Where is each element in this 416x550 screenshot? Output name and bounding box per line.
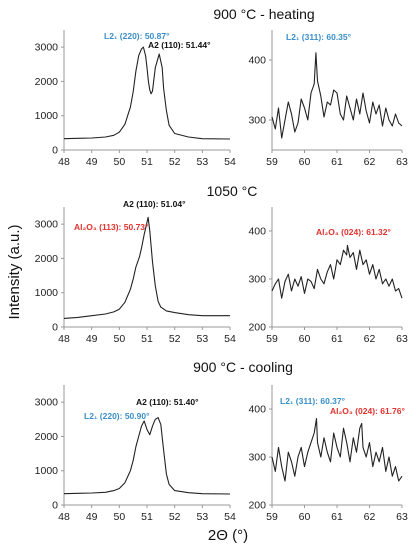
x-tick-label: 53	[196, 333, 208, 345]
x-tick-label: 52	[169, 156, 181, 168]
x-axis-label: 2Θ (°)	[208, 527, 248, 544]
x-tick-label: 61	[331, 156, 343, 168]
x-tick-label: 63	[396, 511, 408, 523]
x-tick-label: 59	[266, 333, 278, 345]
x-tick-label: 59	[266, 156, 278, 168]
peak-annotation: A2 (110): 51.04°	[123, 199, 186, 209]
y-tick-label: 400	[248, 226, 266, 238]
peak-annotation: L2₁ (311): 60.35°	[286, 32, 352, 42]
x-tick-label: 49	[86, 333, 98, 345]
series-line	[63, 216, 230, 319]
x-tick-label: 61	[331, 333, 343, 345]
x-tick-label: 49	[86, 156, 98, 168]
y-tick-label: 200	[248, 500, 266, 512]
peak-annotation: Al₂O₃ (024): 61.32°	[316, 227, 391, 237]
row-title-heating: 900 °C - heating	[213, 6, 314, 22]
row-title-1050: 1050 °C	[207, 183, 258, 199]
y-axis-label: Intensity (a.u.)	[6, 224, 23, 319]
x-tick-label: 49	[86, 511, 98, 523]
panel-cooling-right: 59 60 61 62 63 200 300 400 L2₁ (311): 60.37°Al₂O…	[248, 385, 408, 523]
panel-1050-right: 59 60 61 62 63 200 300 400 Al₂O₃ (024): 61.32°	[248, 207, 408, 345]
y-tick-label: 0	[52, 145, 58, 157]
panel-heating-left: 48 49 50 51 52 53 54 0 1000 2000 3000 L2₁ (220): 50…	[35, 30, 236, 168]
series-line	[271, 418, 403, 482]
peak-annotation: L2₁ (220): 50.87°	[104, 31, 170, 41]
x-tick-label: 54	[224, 511, 236, 523]
y-tick-label: 300	[248, 274, 266, 286]
peak-annotation: A2 (110): 51.40°	[136, 397, 199, 407]
row-title-cooling: 900 °C - cooling	[193, 359, 293, 375]
x-tick-label: 60	[299, 156, 311, 168]
x-tick-label: 60	[299, 511, 311, 523]
y-tick-label: 1000	[35, 287, 59, 299]
x-tick-label: 51	[141, 333, 153, 345]
peak-annotation: Al₂O₃ (113): 50.73°	[74, 222, 149, 232]
y-tick-label: 0	[52, 322, 58, 334]
peak-annotation: Al₂O₃ (024): 61.76°	[330, 406, 405, 416]
x-tick-label: 59	[266, 511, 278, 523]
x-tick-label: 53	[196, 156, 208, 168]
x-tick-label: 62	[364, 156, 376, 168]
y-tick-label: 3000	[35, 397, 59, 409]
x-tick-label: 50	[113, 156, 125, 168]
x-tick-label: 48	[58, 333, 70, 345]
y-tick-label: 300	[248, 115, 266, 127]
series-line	[63, 417, 231, 495]
y-tick-label: 3000	[35, 219, 59, 231]
series-line	[271, 52, 403, 139]
x-tick-label: 51	[141, 511, 153, 523]
series-line	[63, 46, 231, 140]
y-tick-label: 2000	[35, 253, 59, 265]
panel-heating-right: 59 60 61 62 63 300 400 L2₁ (311): 60.35°	[248, 30, 408, 168]
panel-1050-left: 48 49 50 51 52 53 54 0 1000 2000 3000 A2 (110): 51.…	[35, 199, 236, 345]
x-tick-label: 51	[141, 156, 153, 168]
peak-annotation: L2₁ (220): 50.90°	[84, 411, 150, 421]
y-tick-label: 300	[248, 452, 266, 464]
x-tick-label: 60	[299, 333, 311, 345]
y-tick-label: 200	[248, 322, 266, 334]
x-tick-label: 61	[331, 511, 343, 523]
x-tick-label: 63	[396, 156, 408, 168]
panel-cooling-left: 48 49 50 51 52 53 54 0 1000 2000 3000 A2 (110): 51.…	[35, 385, 236, 523]
y-tick-label: 2000	[35, 76, 59, 88]
x-tick-label: 50	[113, 511, 125, 523]
y-tick-label: 1000	[35, 110, 59, 122]
x-tick-label: 54	[224, 333, 236, 345]
y-tick-label: 400	[248, 404, 266, 416]
x-tick-label: 50	[113, 333, 125, 345]
x-tick-label: 62	[364, 333, 376, 345]
peak-annotation: L2₁ (311): 60.37°	[280, 396, 346, 406]
y-tick-label: 3000	[35, 42, 59, 54]
x-tick-label: 63	[396, 333, 408, 345]
x-tick-label: 52	[169, 511, 181, 523]
y-tick-label: 0	[52, 500, 58, 512]
y-tick-label: 400	[248, 55, 266, 67]
x-tick-label: 48	[58, 511, 70, 523]
x-tick-label: 62	[364, 511, 376, 523]
y-tick-label: 1000	[35, 465, 59, 477]
x-tick-label: 52	[169, 333, 181, 345]
x-tick-label: 48	[58, 156, 70, 168]
x-tick-label: 53	[196, 511, 208, 523]
series-line	[271, 244, 403, 299]
x-tick-label: 54	[224, 156, 236, 168]
y-tick-label: 2000	[35, 431, 59, 443]
peak-annotation: A2 (110): 51.44°	[148, 40, 211, 50]
